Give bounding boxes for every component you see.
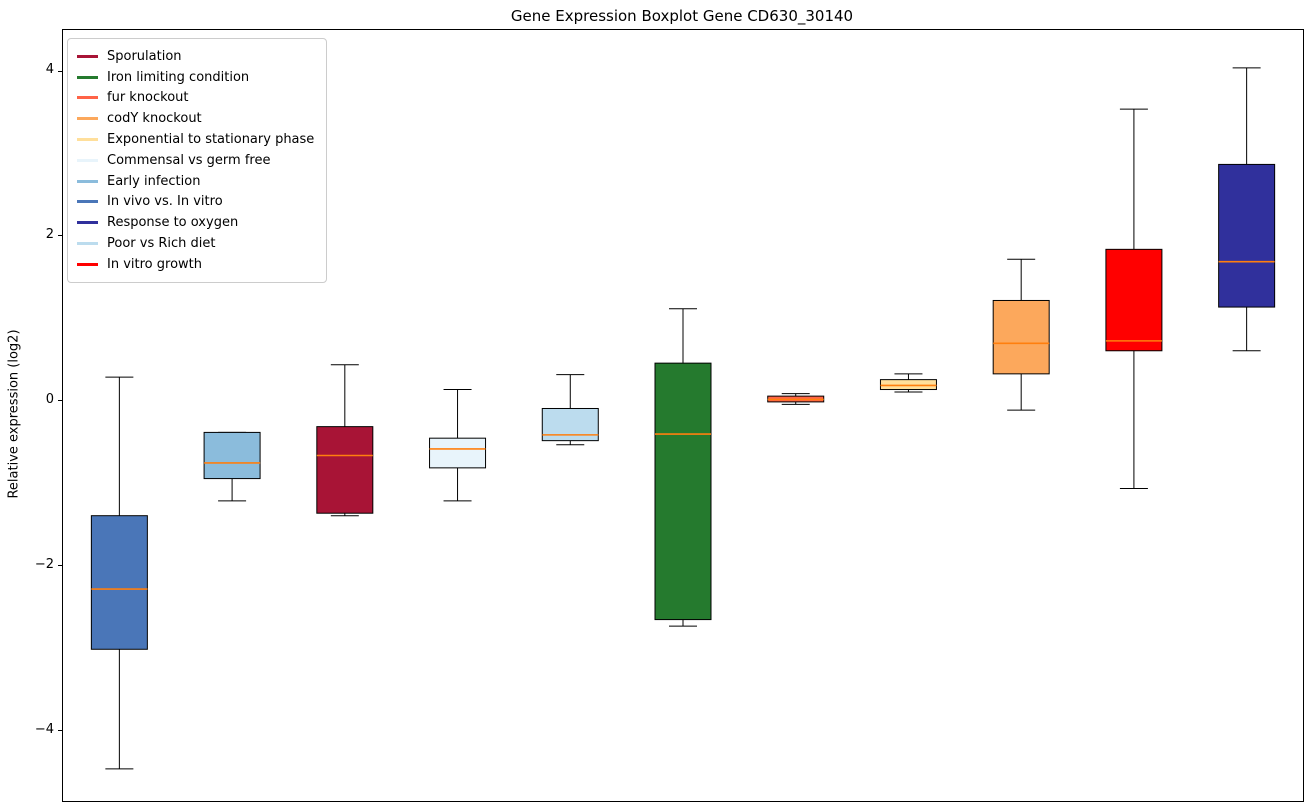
box-response-to-oxygen <box>1218 163 1276 308</box>
legend-label: In vivo vs. In vitro <box>107 194 223 210</box>
box-exponential-to-stationary-phase <box>879 379 937 391</box>
boxplot-svg <box>90 67 1276 770</box>
y-tick-label: −2 <box>34 556 54 572</box>
box-iron-limiting-condition <box>654 362 712 621</box>
legend-swatch-poor-vs-rich-diet <box>77 242 98 246</box>
legend-swatch-in-vivo-vs-in-vitro <box>77 200 98 204</box>
legend-swatch-in-vitro-growth <box>77 262 98 266</box>
legend-item-response-to-oxygen: Response to oxygen <box>77 212 314 233</box>
legend-item-iron-limiting-condition: Iron limiting condition <box>77 67 314 88</box>
legend-label: Early infection <box>107 173 201 189</box>
legend-label: Commensal vs germ free <box>107 152 271 168</box>
legend-item-fur-knockout: fur knockout <box>77 88 314 109</box>
legend-label: fur knockout <box>107 90 189 106</box>
box-sporulation <box>316 426 374 514</box>
box-cody-knockout <box>992 299 1050 375</box>
legend-swatch-fur-knockout <box>77 96 98 100</box>
box-early-infection <box>203 431 261 480</box>
y-tick-label: 0 <box>45 391 54 407</box>
y-tick-label: 2 <box>45 226 54 242</box>
legend-swatch-sporulation <box>77 54 98 58</box>
box-poor-vs-rich-diet <box>541 407 599 442</box>
legend-label: Iron limiting condition <box>107 69 250 85</box>
y-tick-mark <box>58 235 62 237</box>
legend-item-early-infection: Early infection <box>77 171 314 192</box>
legend-item-poor-vs-rich-diet: Poor vs Rich diet <box>77 233 314 254</box>
legend-label: Exponential to stationary phase <box>107 132 315 148</box>
y-axis-label: Relative expression (log2) <box>6 329 22 499</box>
box-in-vitro-growth <box>1105 248 1163 352</box>
y-tick-label: 4 <box>45 62 54 78</box>
legend-item-exponential-to-stationary-phase: Exponential to stationary phase <box>77 129 314 150</box>
legend-item-commensal-vs-germ-free: Commensal vs germ free <box>77 150 314 171</box>
legend-label: Poor vs Rich diet <box>107 236 216 252</box>
legend-swatch-early-infection <box>77 179 98 183</box>
legend-label: codY knockout <box>107 111 202 127</box>
legend-swatch-iron-limiting-condition <box>77 75 98 79</box>
y-tick-label: −4 <box>34 721 54 737</box>
legend-item-in-vivo-vs-in-vitro: In vivo vs. In vitro <box>77 192 314 213</box>
plot-area: Sporulation Iron limiting condition fur kn… <box>62 29 1304 802</box>
legend-label: Response to oxygen <box>107 215 239 231</box>
legend-label: In vitro growth <box>107 256 202 272</box>
legend: Sporulation Iron limiting condition fur kn… <box>67 38 328 283</box>
legend-label: Sporulation <box>107 48 182 64</box>
box-commensal-vs-germ-free <box>429 437 487 469</box>
legend-swatch-exponential-to-stationary-phase <box>77 138 98 142</box>
legend-swatch-commensal-vs-germ-free <box>77 158 98 162</box>
legend-item-cody-knockout: codY knockout <box>77 108 314 129</box>
legend-swatch-cody-knockout <box>77 117 98 121</box>
y-tick-mark <box>58 70 62 72</box>
y-tick-mark <box>58 400 62 402</box>
y-tick-mark <box>58 565 62 567</box>
y-tick-mark <box>58 730 62 732</box>
box-in-vivo-vs-in-vitro <box>90 515 148 650</box>
legend-item-sporulation: Sporulation <box>77 46 314 67</box>
chart-title: Gene Expression Boxplot Gene CD630_30140 <box>510 7 854 25</box>
legend-item-in-vitro-growth: In vitro growth <box>77 254 314 275</box>
legend-swatch-response-to-oxygen <box>77 221 98 225</box>
